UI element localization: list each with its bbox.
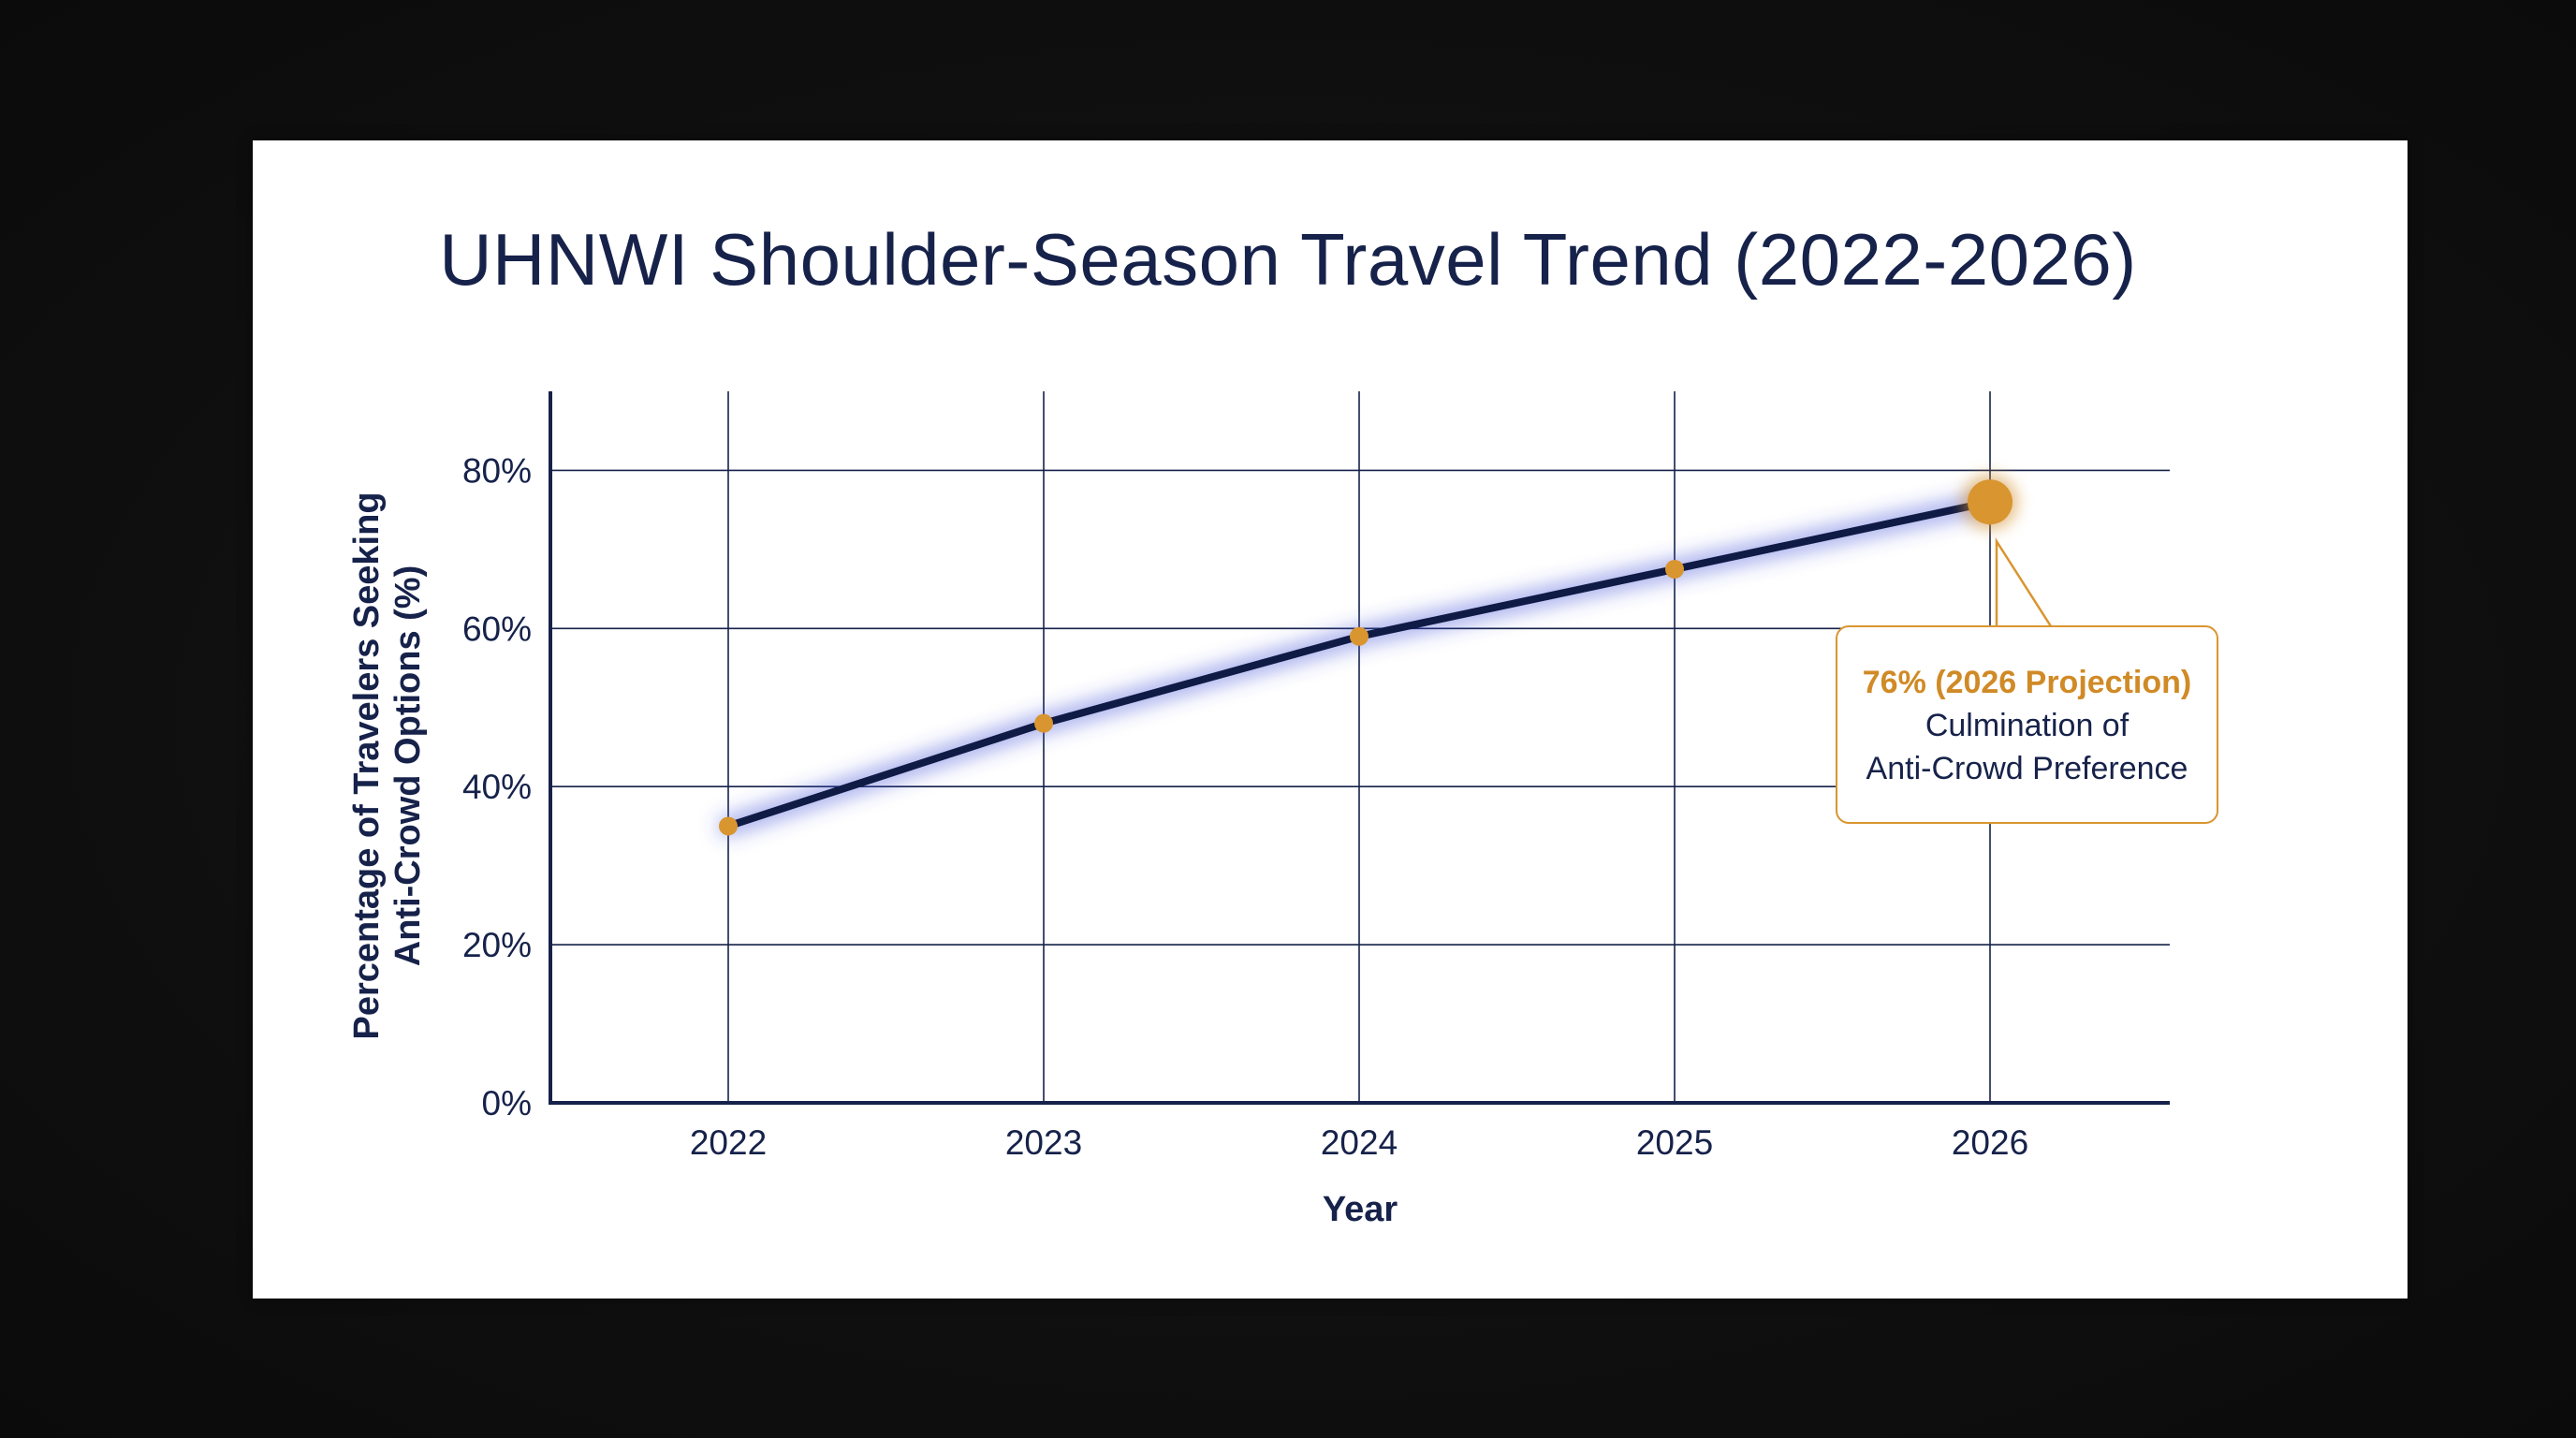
data-point xyxy=(1350,626,1368,646)
data-points xyxy=(719,474,2018,836)
y-tick-label: 20% xyxy=(462,926,532,964)
x-tick-label: 2023 xyxy=(1005,1123,1082,1162)
callout-headline: 76% (2026 Projection) xyxy=(1862,665,2192,700)
callout-tail xyxy=(1995,536,2053,627)
x-axis-title: Year xyxy=(1323,1190,1398,1229)
x-tick-label: 2026 xyxy=(1952,1123,2028,1162)
chart-title: UHNWI Shoulder-Season Travel Trend (2022… xyxy=(439,218,2137,301)
data-point xyxy=(1034,713,1053,733)
y-tick-label: 80% xyxy=(462,451,532,490)
data-point xyxy=(1665,560,1684,579)
y-axis-title-line-1: Percentage of Travelers Seeking xyxy=(347,492,387,1039)
y-axis-title: Percentage of Travelers Seeking Anti-Cro… xyxy=(347,492,428,1039)
highlight-data-point xyxy=(1968,479,2012,525)
tick-labels: 0% 20% 40% 60% 80% 2022 2023 2024 2025 2026 xyxy=(462,451,2028,1162)
y-tick-label: 40% xyxy=(462,768,532,806)
callout-body-line-1: Culmination of xyxy=(1925,708,2130,743)
y-tick-label: 60% xyxy=(462,609,532,648)
x-tick-label: 2024 xyxy=(1321,1123,1398,1162)
x-tick-label: 2022 xyxy=(690,1123,767,1162)
data-point xyxy=(719,816,738,836)
projection-callout: 76% (2026 Projection) Culmination of Ant… xyxy=(1836,625,2218,824)
callout-body-line-2: Anti-Crowd Preference xyxy=(1866,751,2188,786)
y-axis-title-line-2: Anti-Crowd Options (%) xyxy=(388,565,428,966)
callout-pointer xyxy=(1995,536,2053,627)
axes xyxy=(549,391,2170,1105)
x-tick-label: 2025 xyxy=(1636,1123,1713,1162)
y-tick-label: 0% xyxy=(482,1084,532,1123)
